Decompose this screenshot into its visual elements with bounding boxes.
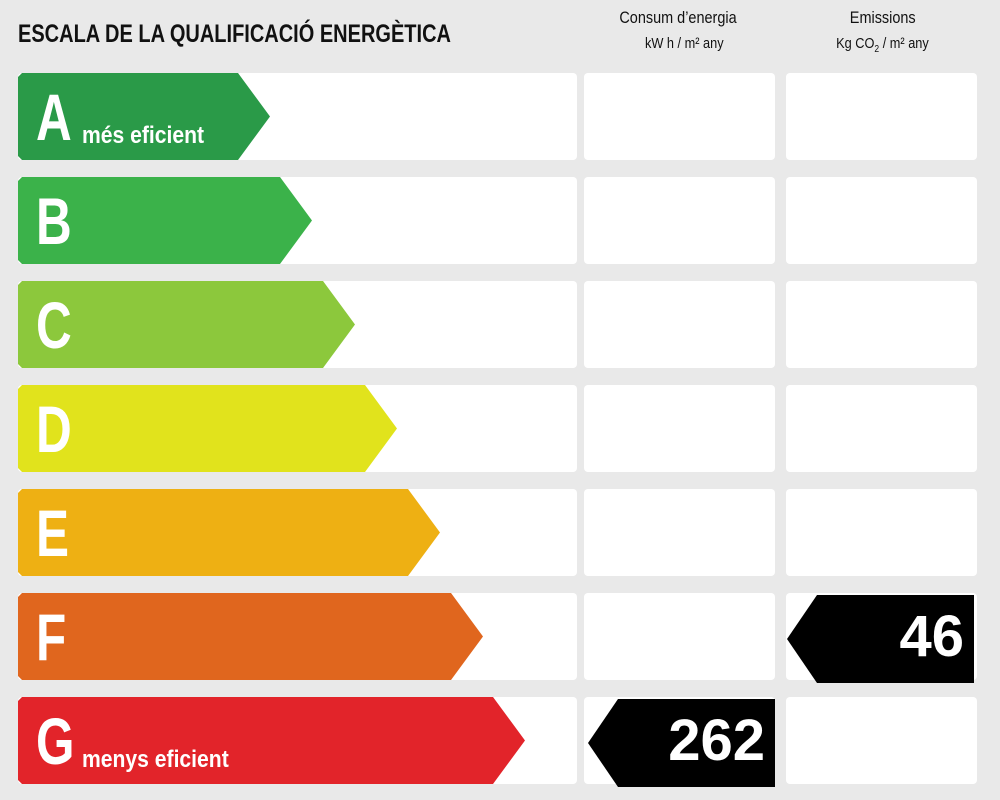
- energy-column-header: Consum d’energia kW h / m² any: [578, 5, 778, 57]
- emissions-cell-c: [786, 281, 977, 368]
- rating-letter: F: [36, 600, 67, 674]
- rating-arrow-c: C: [18, 281, 355, 368]
- rating-label: menys eficient: [82, 746, 229, 773]
- rating-label: més eficient: [82, 122, 205, 149]
- energy-cell-d: [584, 385, 775, 472]
- energy-consumption-indicator: 262: [588, 699, 775, 787]
- emissions-cell-b: [786, 177, 977, 264]
- energy-cell-a: [584, 73, 775, 160]
- emissions-column-title: Emissions: [849, 8, 916, 27]
- rating-letter: C: [36, 288, 72, 362]
- emissions-cell-d: [786, 385, 977, 472]
- rating-arrow-f: F: [18, 593, 483, 680]
- energy-cell-b: [584, 177, 775, 264]
- rating-arrow-d: D: [18, 385, 397, 472]
- emissions-column-unit: Kg CO2 / m² any: [836, 35, 929, 55]
- emissions-cell-e: [786, 489, 977, 576]
- emissions-cell-a: [786, 73, 977, 160]
- rating-letter: A: [36, 80, 72, 154]
- emissions-indicator-value: 46: [899, 604, 964, 669]
- energy-cell-e: [584, 489, 775, 576]
- energy-cell-c: [584, 281, 775, 368]
- emissions-column-header: Emissions Kg CO2 / m² any: [780, 5, 985, 63]
- energy-column-unit: kW h / m² any: [644, 35, 724, 52]
- energy-column-title: Consum d’energia: [619, 8, 737, 27]
- rating-arrow-e: E: [18, 489, 440, 576]
- rating-letter: E: [36, 496, 70, 570]
- energy-cell-f: [584, 593, 775, 680]
- energy-consumption-indicator-value: 262: [668, 708, 765, 773]
- page-title: ESCALA DE LA QUALIFICACIÓ ENERGÈTICA: [18, 20, 451, 48]
- rating-arrow-b: B: [18, 177, 312, 264]
- rating-letter: B: [36, 184, 72, 258]
- emissions-indicator: 46: [787, 595, 974, 683]
- rating-letter: D: [36, 392, 72, 466]
- rating-letter: G: [36, 704, 75, 778]
- emissions-cell-g: [786, 697, 977, 784]
